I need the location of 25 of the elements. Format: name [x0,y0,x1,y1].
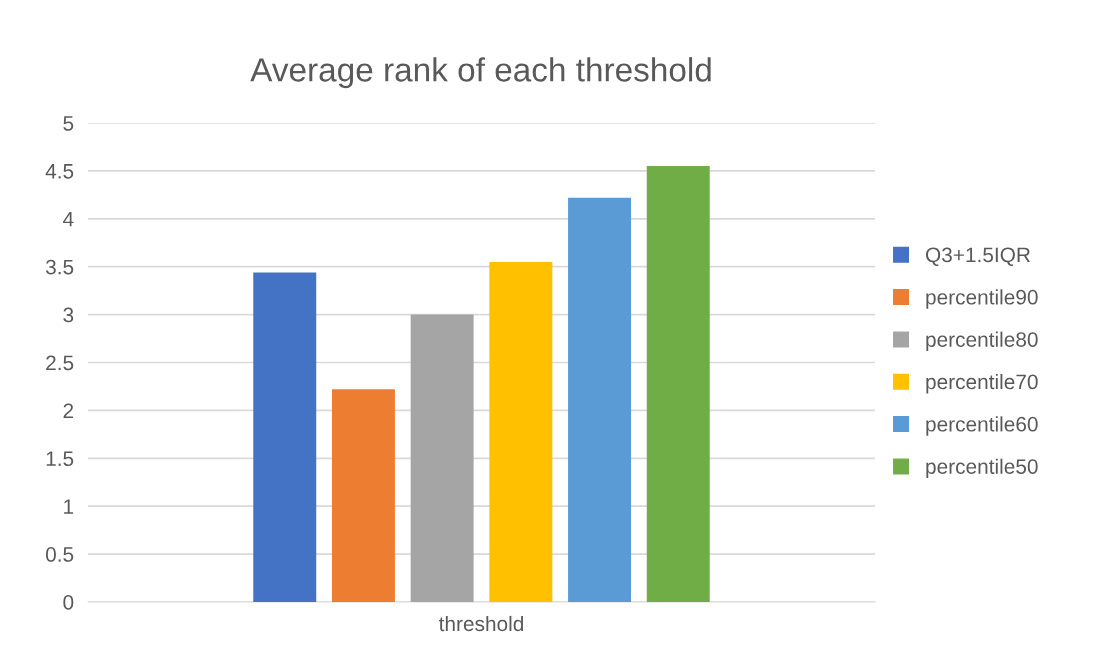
bar [410,314,474,602]
bar [646,166,710,602]
bar [489,261,553,602]
y-tick-label: 4 [63,212,74,227]
y-tick-label: 0.5 [45,547,74,562]
y-tick-label: 1.5 [46,451,74,467]
y-tick-label: 4.5 [45,164,74,179]
y-tick-label: 3 [63,307,74,323]
legend-label: percentile90 [926,289,1038,309]
y-tick-label: 0 [63,595,74,610]
legend-label: percentile80 [926,331,1038,352]
legend-label: Q3+1.5IQR [925,247,1030,266]
y-tick-label: 1 [64,499,74,514]
bar [331,389,395,602]
bar [568,197,632,602]
legend-label: percentile60 [926,416,1038,436]
legend-label: percentile70 [926,373,1038,394]
y-tick-label: 2 [63,403,74,418]
y-tick-label: 2.5 [46,355,74,371]
x-tick-label: threshold [438,615,524,632]
y-tick-label: 3.5 [45,259,74,275]
legend-label: percentile50 [926,458,1038,479]
bar [253,272,317,602]
chart-title: Average rank of each threshold [250,57,711,89]
y-tick-label: 5 [63,116,74,131]
